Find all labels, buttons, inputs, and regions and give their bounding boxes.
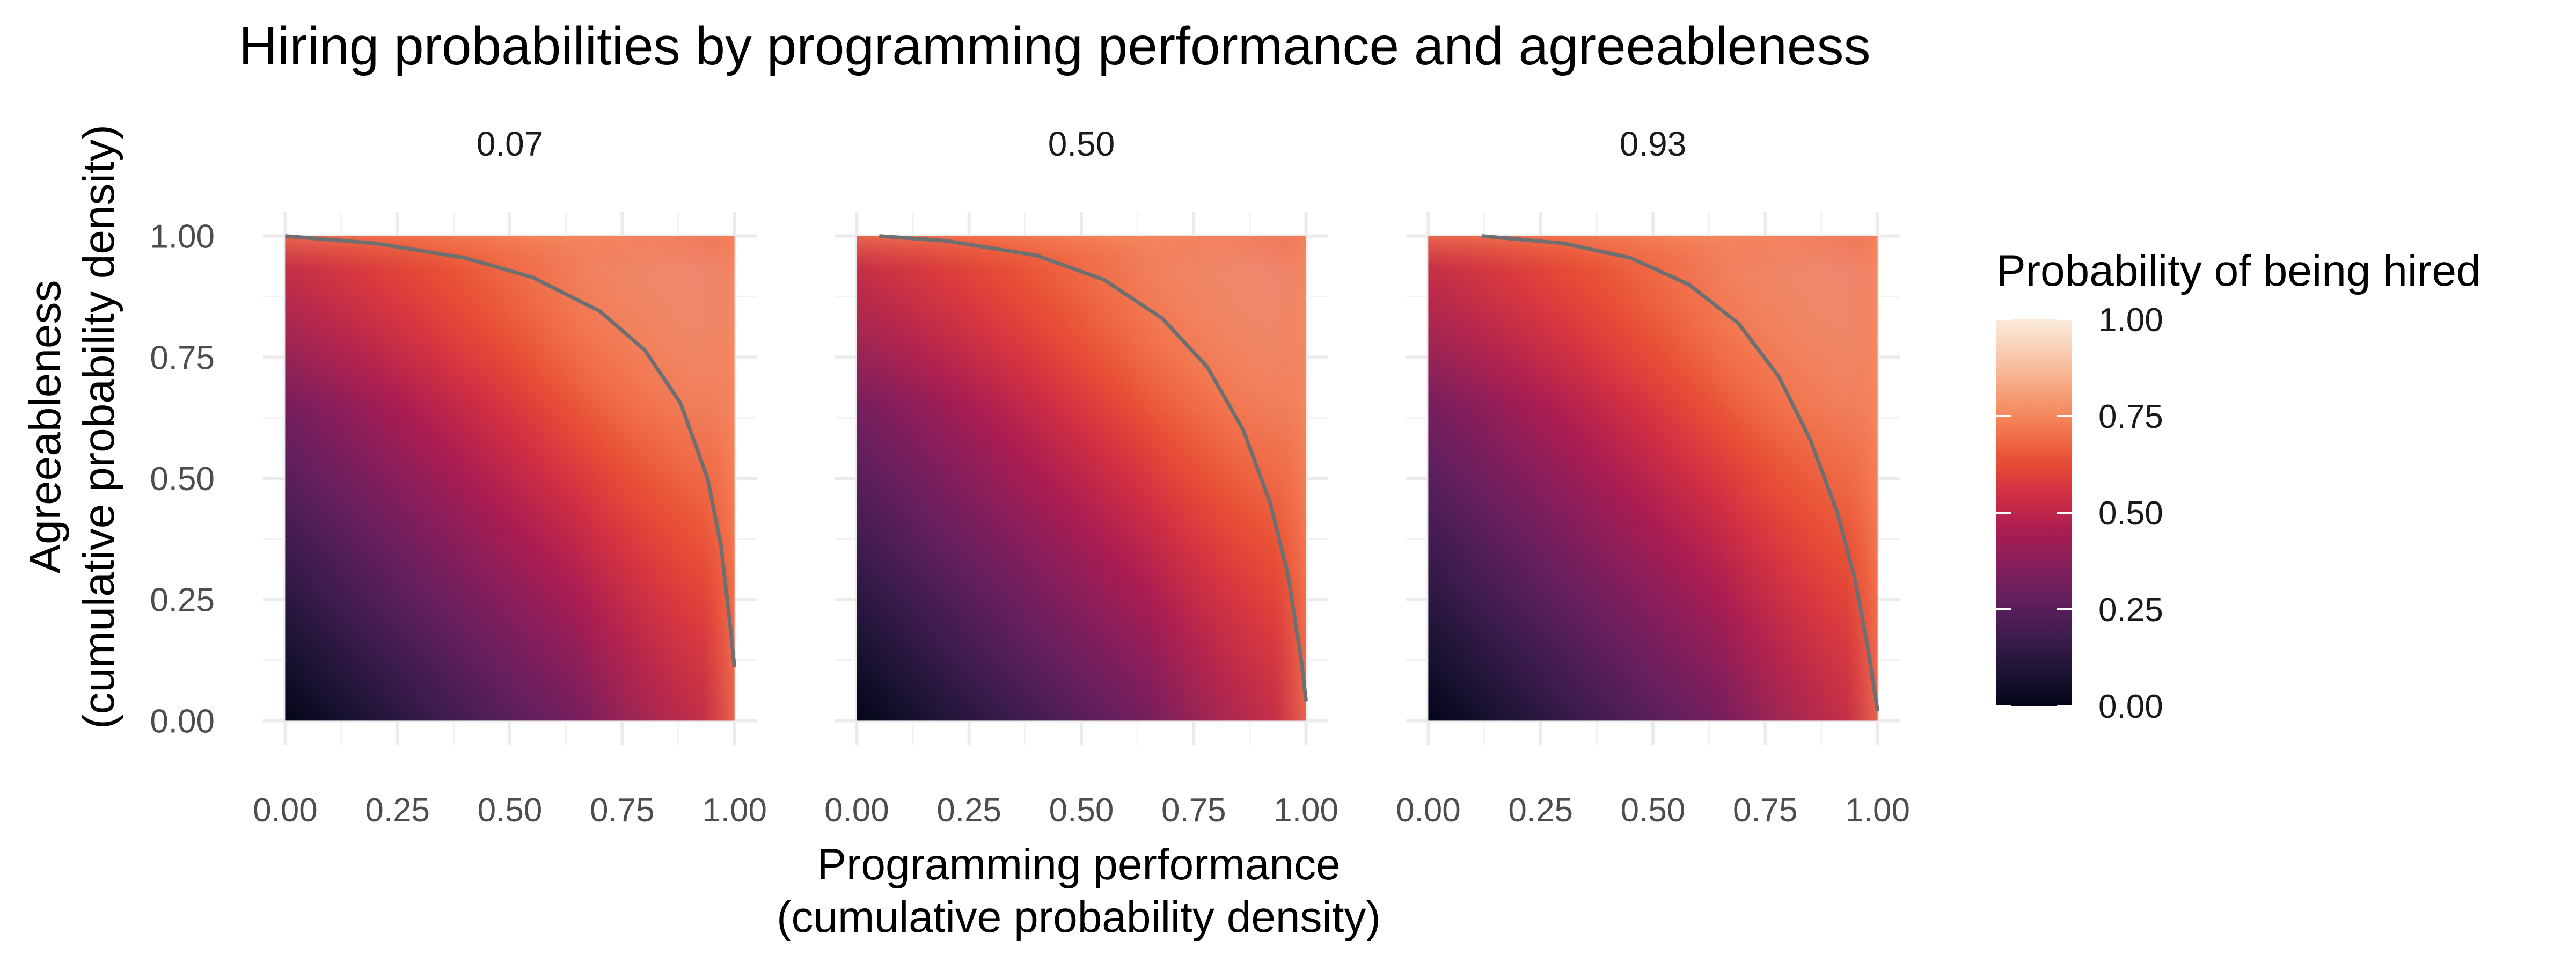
x-tick-label: 0.50 — [1049, 792, 1114, 829]
x-tick-label: 0.00 — [1396, 792, 1461, 829]
y-tick-label: 0.50 — [150, 461, 215, 498]
facet-panel: 0.50 0.00 0.25 0.50 0.75 1.00 — [824, 125, 1338, 829]
facet-strip-label: 0.50 — [1048, 125, 1115, 163]
contour-line — [285, 234, 737, 668]
y-axis-title-line2: (cumulative probability density) — [75, 125, 123, 729]
heatmap-right-band — [1720, 236, 1878, 721]
heatmap-right-band — [1148, 236, 1306, 721]
color-legend: Probability of being hired 1.00 0.75 0.50 0… — [1996, 246, 2481, 725]
y-tick-label: 1.00 — [150, 218, 215, 256]
x-tick-label: 0.75 — [1733, 792, 1798, 829]
x-axis-title-line1: Programming performance — [817, 840, 1340, 889]
facet-strip-label: 0.07 — [477, 125, 544, 163]
y-tick-label: 0.00 — [150, 703, 215, 740]
facet-panel: 0.07 0.00 0.25 0.50 0.75 1.00 0.00 0.25 0.50 0.75… — [150, 125, 767, 829]
contour-line — [879, 234, 1308, 702]
legend-tick-label: 0.00 — [2098, 688, 2163, 725]
facet-strip-label: 0.93 — [1620, 125, 1687, 163]
x-tick-label: 0.25 — [365, 792, 430, 829]
x-tick-label: 0.75 — [1161, 792, 1226, 829]
x-tick-label: 0.25 — [936, 792, 1001, 829]
facet-panels: 0.07 0.00 0.25 0.50 0.75 1.00 0.00 0.25 0.50 0.75… — [150, 125, 1910, 829]
x-tick-label: 0.50 — [478, 792, 543, 829]
x-tick-label: 1.00 — [702, 792, 767, 829]
x-tick-label: 0.50 — [1621, 792, 1686, 829]
legend-tick-label: 0.25 — [2098, 592, 2163, 629]
legend-tick-label: 0.50 — [2098, 495, 2163, 532]
contour-line — [1482, 234, 1880, 711]
heatmap-right-band — [577, 236, 735, 721]
y-tick-label: 0.25 — [150, 582, 215, 619]
y-tick-label: 0.75 — [150, 339, 215, 376]
legend-tick-label: 0.75 — [2098, 398, 2163, 435]
x-tick-label: 1.00 — [1274, 792, 1338, 829]
x-tick-label: 0.25 — [1508, 792, 1573, 829]
y-axis-title-line1: Agreeableness — [21, 280, 70, 573]
x-axis-title-line2: (cumulative probability density) — [777, 893, 1381, 942]
x-tick-label: 1.00 — [1845, 792, 1910, 829]
x-tick-label: 0.75 — [590, 792, 655, 829]
x-tick-label: 0.00 — [824, 792, 889, 829]
legend-tick-label: 1.00 — [2098, 302, 2163, 339]
legend-title: Probability of being hired — [1996, 246, 2481, 295]
x-tick-label: 0.00 — [253, 792, 318, 829]
chart-title: Hiring probabilities by programming perf… — [239, 16, 1871, 76]
facet-panel: 0.93 0.00 0.25 0.50 0.75 1.00 — [1396, 125, 1910, 829]
